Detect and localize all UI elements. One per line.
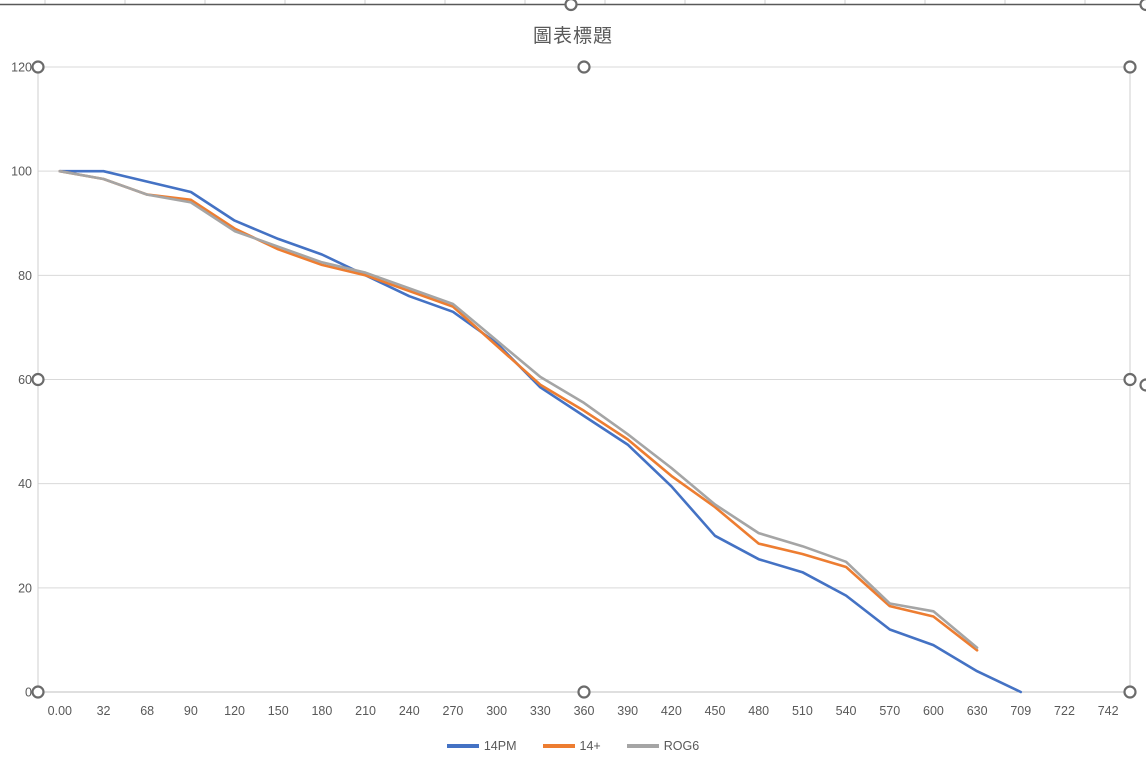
legend-line-swatch [446,744,479,748]
legend-label: 14+ [579,739,601,753]
selection-handle[interactable] [564,0,578,12]
x-tick-label: 240 [399,704,420,718]
x-tick-label: 510 [792,704,813,718]
x-tick-label: 120 [224,704,245,718]
legend-label: 14PM [483,739,517,753]
selection-handle[interactable] [31,372,45,387]
selection-handle[interactable] [577,685,591,699]
x-tick-label: 420 [661,704,682,718]
y-tick-label: 80 [18,269,32,283]
x-tick-label: 390 [617,704,638,718]
x-tick-label: 570 [879,704,900,718]
y-tick-label: 100 [11,165,32,179]
chart-legend[interactable]: 14PM 14+ ROG6 [0,736,1146,756]
x-tick-label: 270 [443,704,464,718]
series-line-14pm[interactable] [58,169,1023,694]
x-tick-label: 480 [748,704,769,718]
selection-handle[interactable] [1123,60,1137,74]
x-tick-label: 709 [1010,704,1031,718]
x-tick-label: 600 [923,704,944,718]
series-line-14[interactable] [58,169,979,652]
legend-line-swatch [626,744,659,748]
x-tick-label: 300 [486,704,507,718]
y-tick-label: 60 [18,373,32,387]
x-tick-label: 68 [140,704,154,718]
x-tick-label: 210 [355,704,376,718]
x-tick-label: 90 [184,704,198,718]
x-tick-label: 722 [1054,704,1075,718]
selection-handle[interactable] [31,685,45,699]
x-tick-label: 180 [311,704,332,718]
y-tick-label: 120 [11,61,32,75]
x-tick-label: 32 [97,704,111,718]
legend-label: ROG6 [663,739,700,753]
x-tick-label: 360 [574,704,595,718]
selection-handle[interactable] [577,60,591,74]
selection-handle[interactable] [1139,0,1146,12]
legend-item-rog6[interactable]: ROG6 [626,739,700,753]
x-tick-label: 742 [1098,704,1119,718]
x-tick-label: 540 [836,704,857,718]
y-tick-label: 20 [18,581,32,595]
legend-item-14[interactable]: 14+ [542,739,601,753]
x-tick-label: 450 [705,704,726,718]
x-tick-label: 0.00 [48,704,72,718]
selection-handle[interactable] [1123,685,1137,699]
selection-handle[interactable] [31,60,45,74]
x-tick-label: 150 [268,704,289,718]
selection-handle[interactable] [1139,378,1146,392]
y-tick-label: 0 [25,686,32,700]
x-tick-label: 330 [530,704,551,718]
x-tick-label: 630 [967,704,988,718]
y-tick-label: 40 [18,477,32,491]
legend-line-swatch [542,744,575,748]
chart-title[interactable]: 圖表標題 [532,26,613,47]
legend-item-14pm[interactable]: 14PM [446,739,517,753]
selection-handle[interactable] [1123,372,1137,387]
series-line-rog6[interactable] [58,169,979,650]
